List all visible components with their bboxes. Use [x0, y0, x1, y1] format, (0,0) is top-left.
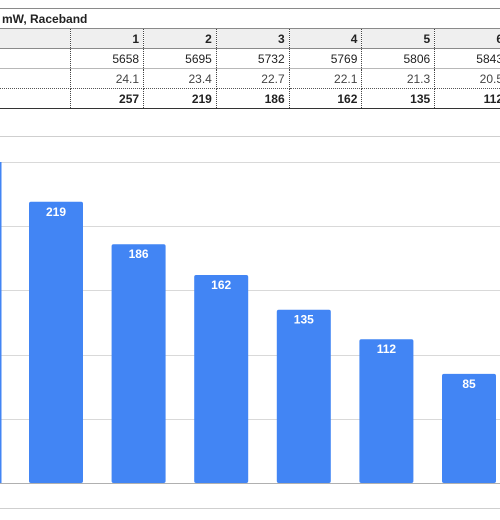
table-cell[interactable]: 186 [216, 88, 290, 109]
divider [0, 508, 500, 509]
chart-bar[interactable] [194, 275, 249, 483]
header-cell[interactable]: 1 [70, 28, 145, 49]
chart-bar[interactable] [359, 339, 414, 483]
header-cell[interactable]: 5 [361, 28, 436, 49]
header-cell[interactable]: 2 [143, 28, 217, 49]
header-cell[interactable]: 6 [434, 28, 500, 49]
table-cell[interactable] [0, 48, 72, 69]
header-cell[interactable] [0, 28, 72, 49]
table-row: 24.1 23.4 22.7 22.1 21.3 20.5 [0, 68, 500, 89]
bar-data-label: 186 [129, 247, 149, 261]
table-cell[interactable]: 23.4 [143, 68, 217, 89]
table-header-row: 1 2 3 4 5 6 [0, 28, 500, 49]
chart-bar[interactable] [442, 373, 496, 483]
divider [0, 136, 500, 137]
table-cell[interactable]: 5806 [361, 48, 436, 69]
table-cell[interactable]: 112 [434, 88, 500, 109]
header-cell[interactable]: 4 [289, 28, 363, 49]
bar-data-label: 135 [294, 313, 314, 327]
table-row: 257 219 186 162 135 112 [0, 88, 500, 109]
chart-bar[interactable] [276, 309, 331, 483]
table-cell[interactable]: 162 [289, 88, 363, 109]
table-row: 5658 5695 5732 5769 5806 5843 [0, 48, 500, 69]
table-cell[interactable]: 135 [361, 88, 436, 109]
chart-bar[interactable] [29, 201, 83, 484]
bar-data-label: 112 [377, 342, 397, 356]
table-cell[interactable]: 5658 [70, 48, 145, 69]
table-title: mW, Raceband [0, 8, 500, 29]
chart-bar[interactable] [111, 244, 166, 483]
table-cell[interactable]: 219 [143, 88, 217, 109]
table-cell[interactable]: 22.1 [289, 68, 363, 89]
header-cell[interactable]: 3 [216, 28, 290, 49]
table-cell[interactable]: 21.3 [361, 68, 436, 89]
data-table: mW, Raceband 1 2 3 4 5 6 5658 5695 5732 … [0, 8, 500, 109]
table-title-row: mW, Raceband [0, 8, 500, 29]
table-cell[interactable]: 5843 [434, 48, 500, 69]
chart-bars [29, 201, 496, 484]
table-cell[interactable]: 5732 [216, 48, 290, 69]
chart-gridlines [0, 162, 500, 484]
chart-data-labels: 219 186 162 135 112 85 [46, 205, 476, 391]
bar-data-label: 219 [46, 205, 66, 219]
table-cell[interactable]: 22.7 [216, 68, 290, 89]
bar-data-label: 162 [211, 278, 231, 292]
table-cell[interactable] [0, 68, 72, 89]
table-cell[interactable]: 20.5 [434, 68, 500, 89]
bar-data-label: 85 [462, 377, 476, 391]
table-cell[interactable]: 257 [70, 88, 145, 109]
table-cell[interactable]: 5769 [289, 48, 363, 69]
table-cell[interactable]: 5695 [143, 48, 217, 69]
table-cell[interactable]: 24.1 [70, 68, 145, 89]
table-cell[interactable] [0, 88, 72, 109]
